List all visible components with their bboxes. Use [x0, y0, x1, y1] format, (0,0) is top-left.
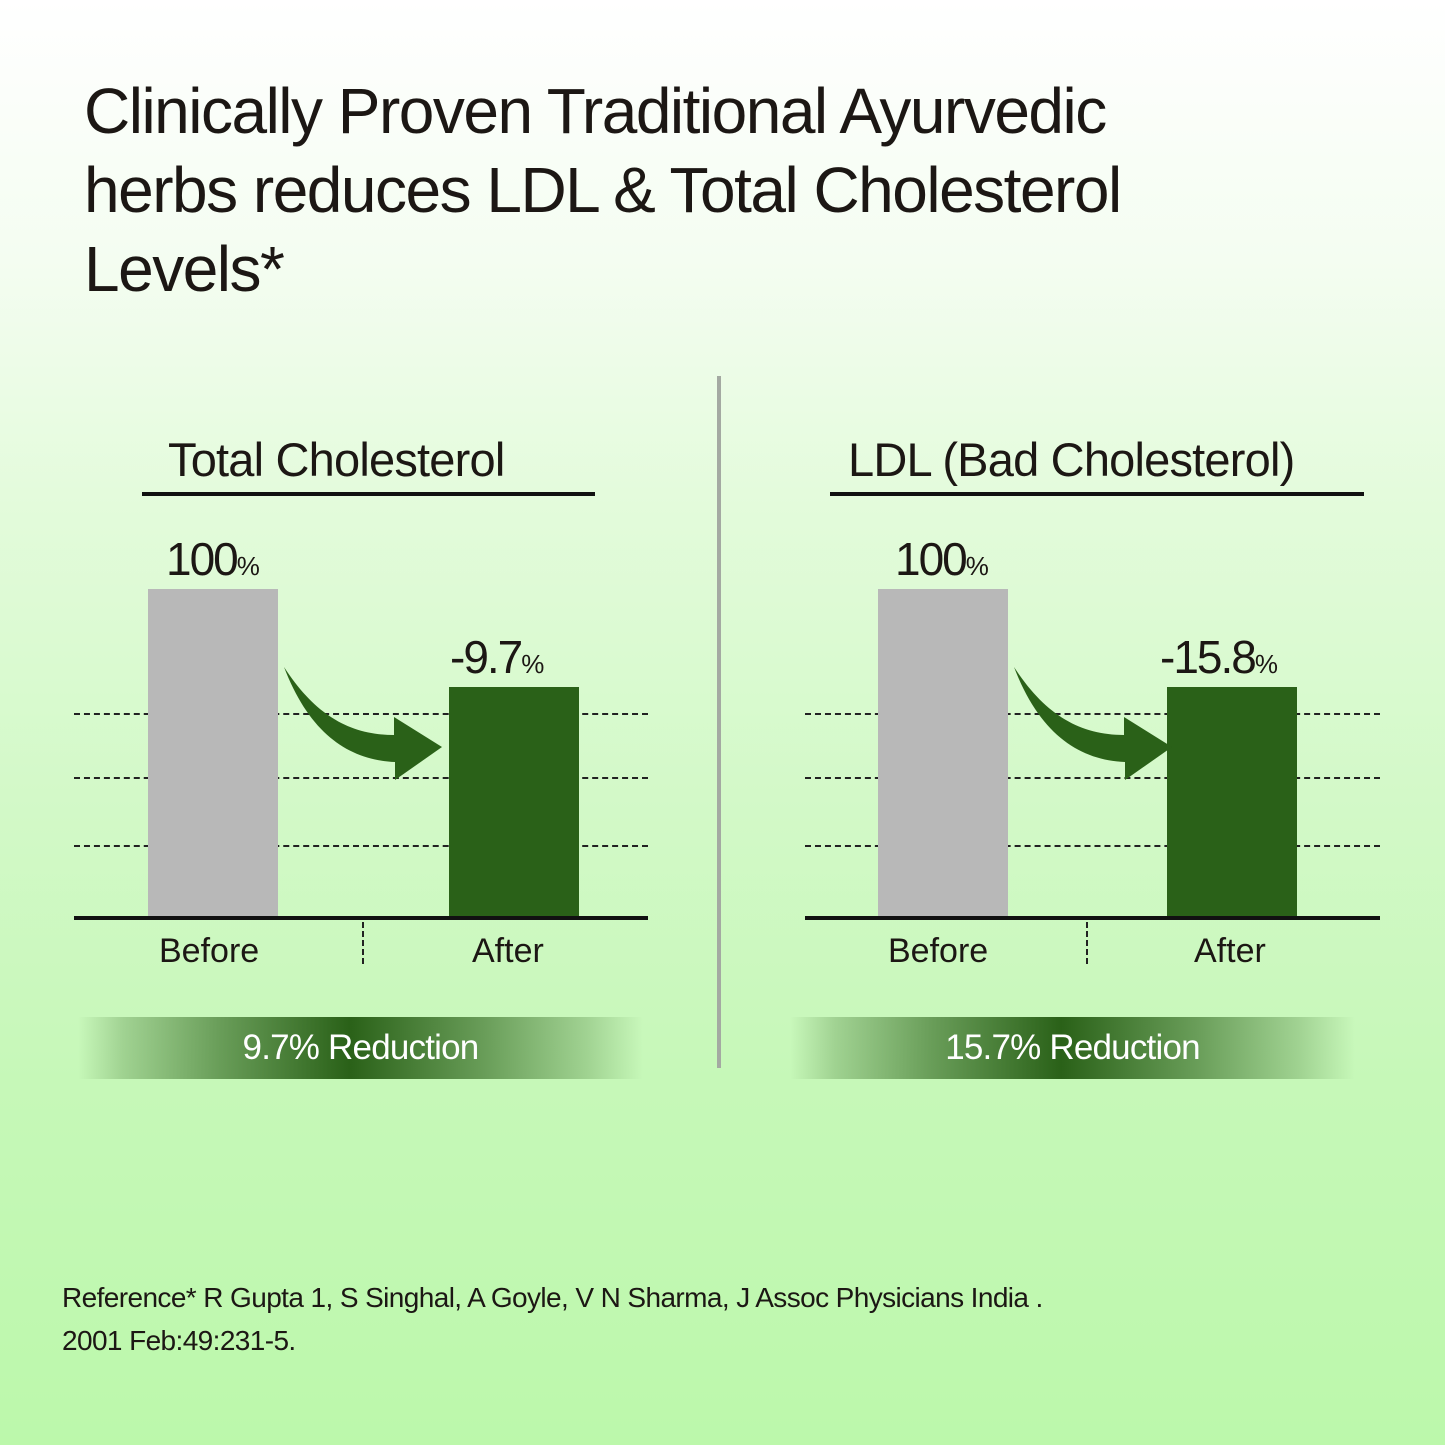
title-underline: [142, 492, 595, 496]
reduction-badge: 9.7% Reduction: [78, 1017, 643, 1079]
x-axis: [74, 916, 648, 920]
chart-ldl-cholesterol: LDL (Bad Cholesterol) 100% -15.8% Before…: [730, 420, 1380, 1100]
bar-after: [1167, 687, 1297, 918]
title-line-1: Clinically Proven Traditional Ayurvedic: [84, 75, 1107, 147]
reference-citation: Reference* R Gupta 1, S Singhal, A Goyle…: [62, 1276, 1362, 1362]
x-label-after: After: [472, 932, 544, 970]
x-label-before: Before: [159, 932, 260, 970]
bar-before: [878, 589, 1008, 918]
x-axis-separator: [362, 922, 364, 964]
chart-title: LDL (Bad Cholesterol): [848, 433, 1295, 486]
chart-title: Total Cholesterol: [168, 433, 505, 486]
grid-line: [74, 845, 648, 847]
curved-arrow-icon: [1014, 667, 1172, 780]
bar-after: [449, 687, 579, 918]
reduction-badge-text: 9.7% Reduction: [242, 1028, 480, 1067]
chart-total-cholesterol: Total Cholesterol 100% -9.7% Before Afte…: [0, 420, 648, 1100]
grid-line: [74, 777, 648, 779]
grid-line: [805, 845, 1380, 847]
x-label-before: Before: [888, 932, 989, 970]
title-underline: [830, 492, 1364, 496]
x-label-after: After: [1194, 932, 1266, 970]
page-title: Clinically Proven Traditional Ayurvedic …: [84, 72, 1384, 309]
after-value-label: -15.8%: [1160, 631, 1278, 683]
curved-arrow-icon: [284, 667, 442, 780]
reference-line-1: Reference* R Gupta 1, S Singhal, A Goyle…: [62, 1282, 1043, 1313]
reduction-badge-text: 15.7% Reduction: [945, 1028, 1200, 1067]
panel-divider: [717, 376, 721, 1068]
reference-line-2: 2001 Feb:49:231-5.: [62, 1325, 296, 1356]
after-value-label: -9.7%: [450, 631, 545, 683]
grid-line: [805, 777, 1380, 779]
x-axis-separator: [1086, 922, 1088, 964]
before-value-label: 100%: [895, 533, 989, 585]
title-line-2: herbs reduces LDL & Total Cholesterol: [84, 154, 1122, 226]
title-line-3: Levels*: [84, 233, 285, 305]
grid-line: [74, 713, 648, 715]
before-value-label: 100%: [166, 533, 260, 585]
bar-before: [148, 589, 278, 918]
x-axis: [805, 916, 1380, 920]
grid-line: [805, 713, 1380, 715]
reduction-badge: 15.7% Reduction: [790, 1017, 1355, 1079]
